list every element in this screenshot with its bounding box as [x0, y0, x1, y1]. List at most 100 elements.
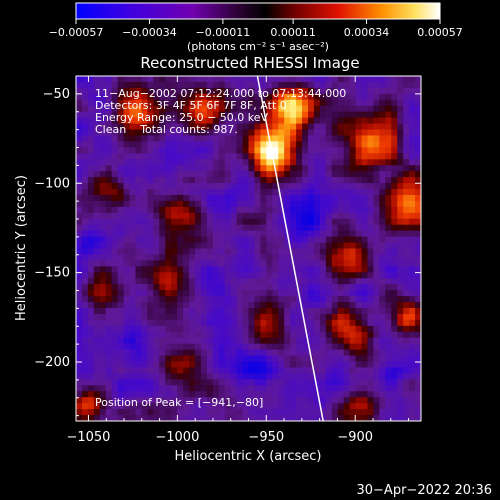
heatmap-cell — [81, 272, 89, 279]
heatmap-cell — [355, 177, 363, 184]
heatmap-cell — [224, 87, 232, 95]
heatmap-cell — [403, 141, 410, 148]
heatmap-cell — [93, 177, 101, 184]
heatmap-cell — [367, 135, 375, 143]
heatmap-cell — [236, 284, 244, 291]
heatmap-cell — [189, 117, 196, 125]
heatmap-cell — [105, 367, 113, 375]
heatmap-cell — [224, 355, 232, 363]
heatmap-cell — [379, 123, 386, 131]
heatmap-cell — [319, 111, 327, 119]
heatmap-cell — [105, 194, 113, 202]
heatmap-cell — [325, 331, 333, 339]
heatmap-cell — [165, 81, 172, 89]
heatmap-cell — [242, 361, 250, 369]
heatmap-cell — [313, 111, 321, 119]
heatmap-cell — [248, 76, 256, 83]
heatmap-cell — [266, 165, 273, 172]
heatmap-cell — [111, 81, 119, 89]
heatmap-cell — [183, 373, 190, 380]
heatmap-cell — [111, 331, 119, 339]
heatmap-cell — [123, 141, 131, 148]
heatmap-cell — [278, 254, 285, 261]
heatmap-cell — [76, 87, 83, 95]
heatmap-cell — [254, 385, 261, 392]
heatmap-cell — [230, 331, 238, 339]
heatmap-cell — [194, 266, 202, 273]
heatmap-cell — [141, 194, 148, 202]
heatmap-cell — [361, 76, 369, 83]
heatmap-cell — [337, 200, 345, 208]
heatmap-cell — [254, 123, 261, 131]
heatmap-cell — [200, 87, 208, 95]
heatmap-cell — [307, 325, 315, 333]
heatmap-cell — [141, 349, 148, 357]
heatmap-cell — [117, 254, 125, 261]
heatmap-cell — [325, 189, 333, 196]
heatmap-cell — [177, 248, 184, 256]
colorbar-ticks: −0.00057 −0.00034 −0.00011 0.00011 0.00034 0.… — [49, 19, 463, 39]
heatmap-cell — [349, 254, 357, 261]
heatmap-cell — [355, 379, 363, 386]
heatmap-cell — [331, 248, 339, 256]
heatmap-cell — [290, 349, 297, 357]
heatmap-cell — [415, 343, 421, 351]
heatmap-cell — [343, 87, 351, 95]
heatmap-cell — [177, 355, 184, 363]
heatmap-cell — [194, 236, 202, 244]
heatmap-cell — [93, 99, 101, 107]
heatmap-cell — [224, 278, 232, 285]
heatmap-cell — [409, 266, 416, 273]
heatmap-cell — [278, 123, 285, 131]
heatmap-cell — [212, 242, 220, 250]
heatmap-cell — [260, 147, 267, 154]
heatmap-cell — [367, 343, 375, 351]
heatmap-cell — [284, 290, 291, 297]
heatmap-cell — [123, 331, 131, 339]
heatmap-cell — [159, 302, 166, 309]
heatmap-cell — [212, 260, 220, 267]
heatmap-cell — [325, 361, 333, 369]
heatmap-cell — [385, 177, 392, 184]
heatmap-cell — [212, 87, 220, 95]
heatmap-cell — [147, 159, 154, 166]
heatmap-cell — [278, 313, 285, 321]
heatmap-cell — [141, 403, 148, 410]
heatmap-cell — [331, 296, 339, 303]
heatmap-cell — [87, 87, 95, 95]
heatmap-cell — [189, 278, 196, 285]
heatmap-cell — [111, 159, 119, 166]
heatmap-cell — [260, 284, 267, 291]
heatmap-cell — [313, 415, 321, 421]
heatmap-cell — [200, 230, 208, 238]
heatmap-cell — [409, 284, 416, 291]
heatmap-cell — [76, 313, 83, 321]
heatmap-cell — [361, 212, 369, 220]
heatmap-cell — [367, 319, 375, 327]
heatmap-cell — [81, 325, 89, 333]
heatmap-cell — [147, 397, 154, 404]
heatmap-cell — [373, 361, 380, 369]
heatmap-cell — [337, 397, 345, 404]
heatmap-cell — [177, 349, 184, 357]
heatmap-cell — [242, 224, 250, 232]
heatmap-cell — [331, 391, 339, 398]
heatmap-cell — [272, 236, 279, 244]
heatmap-cell — [260, 200, 267, 208]
heatmap-cell — [349, 385, 357, 392]
heatmap-cell — [147, 189, 154, 196]
heatmap-cell — [349, 105, 357, 113]
heatmap-cell — [361, 111, 369, 119]
heatmap-cell — [409, 391, 416, 398]
heatmap-cell — [409, 319, 416, 327]
heatmap-cell — [111, 224, 119, 232]
heatmap-cell — [123, 93, 131, 101]
heatmap-cell — [87, 296, 95, 303]
heatmap-cell — [117, 153, 125, 160]
heatmap-cell — [135, 183, 143, 190]
heatmap-cell — [183, 236, 190, 244]
heatmap-cell — [373, 397, 380, 404]
heatmap-cell — [296, 81, 303, 89]
heatmap-cell — [171, 331, 178, 339]
heatmap-cell — [81, 337, 89, 345]
